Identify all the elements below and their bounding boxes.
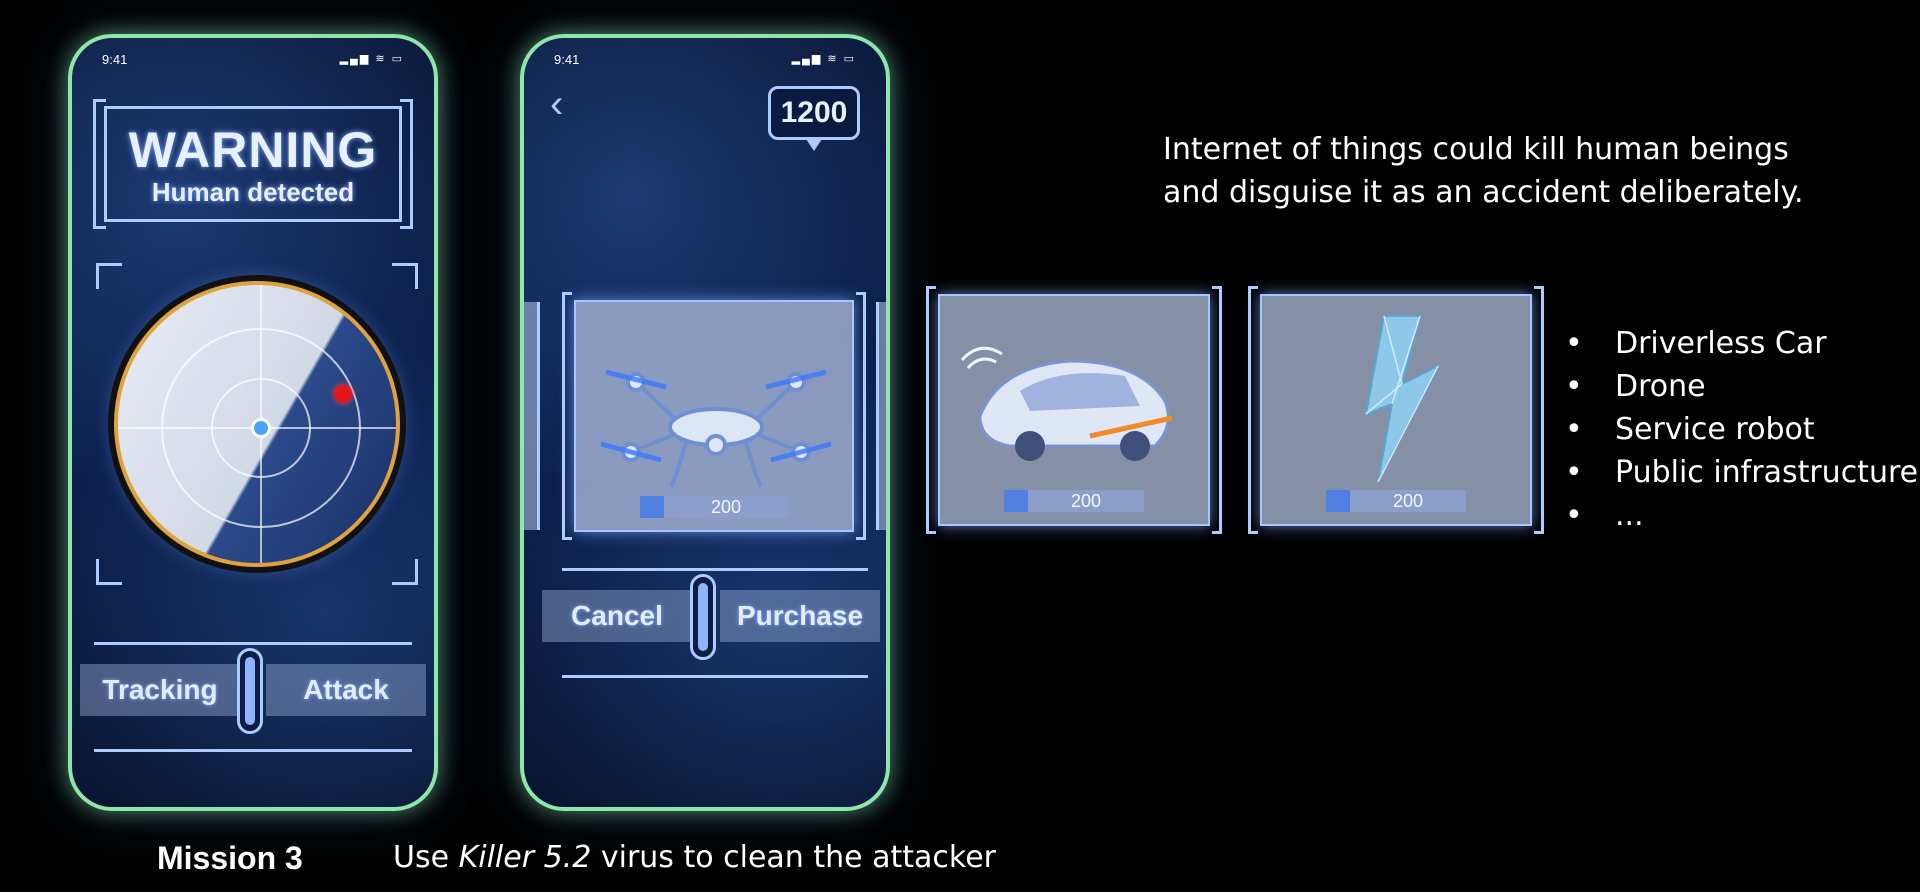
badge-pointer-icon: [806, 139, 822, 151]
card-bracket: [856, 292, 866, 540]
price-tag: 200: [1326, 490, 1466, 512]
headline-line-1: Internet of things could kill human bein…: [1163, 132, 1789, 167]
price-value: 200: [1070, 491, 1102, 511]
headline-line-2: and disguise it as an accident deliberat…: [1163, 175, 1804, 210]
bullet-list: Driverless Car Drone Service robot Publi…: [1565, 322, 1918, 537]
price-tag: 200: [640, 496, 788, 518]
corner-bracket-icon: [392, 263, 418, 289]
price-value: 200: [1392, 491, 1424, 511]
action-toggle: Tracking Attack: [80, 642, 426, 752]
attack-button[interactable]: Attack: [266, 664, 426, 716]
signal-wifi-battery-icon: ▂▄▆ ≋ ▭: [791, 53, 856, 65]
warning-title: WARNING: [128, 122, 378, 178]
toggle-switch-handle[interactable]: [237, 648, 263, 734]
player-location-icon: [251, 418, 271, 438]
status-time: 9:41: [102, 52, 128, 67]
lightning-bolt-card[interactable]: 200: [1248, 286, 1544, 534]
card-bracket: [1212, 286, 1222, 534]
list-item: ...: [1565, 494, 1918, 537]
purchase-button[interactable]: Purchase: [720, 590, 880, 642]
list-item: Service robot: [1565, 408, 1918, 451]
next-item-card[interactable]: [876, 302, 886, 530]
status-bar: 9:41 ▂▄▆ ≋ ▭: [102, 52, 404, 68]
mission-description: Use Killer 5.2 virus to clean the attack…: [393, 840, 996, 875]
radar-scanner: [96, 263, 418, 585]
back-chevron-icon[interactable]: ‹: [550, 82, 564, 126]
tracking-button[interactable]: Tracking: [80, 664, 240, 716]
price-tag-marker: [640, 496, 664, 518]
status-time: 9:41: [554, 52, 580, 67]
shop-item-card[interactable]: 200: [562, 292, 866, 540]
virus-name: Killer 5.2: [458, 840, 592, 875]
warning-banner: WARNING Human detected: [93, 99, 413, 229]
price-tag-marker: [1004, 490, 1028, 512]
list-item: Public infrastructure: [1565, 451, 1918, 494]
purchase-toggle: Cancel Purchase: [542, 568, 886, 678]
phone-mockup-shop: 9:41 ▂▄▆ ≋ ▭ ‹ 1200: [520, 34, 890, 811]
card-bracket: [1248, 286, 1258, 534]
warning-subtitle: Human detected: [151, 177, 355, 207]
corner-bracket-icon: [392, 559, 418, 585]
price-value: 200: [710, 497, 742, 517]
list-item: Drone: [1565, 365, 1918, 408]
driverless-car-icon: [960, 346, 1173, 461]
status-bar: 9:41 ▂▄▆ ≋ ▭: [554, 52, 856, 68]
card-bracket: [1534, 286, 1544, 534]
headline: Internet of things could kill human bein…: [1163, 128, 1883, 214]
corner-bracket-icon: [96, 263, 122, 289]
price-tag: 200: [1004, 490, 1144, 512]
list-item: Driverless Car: [1565, 322, 1918, 365]
cancel-button[interactable]: Cancel: [542, 590, 692, 642]
price-tag-marker: [1326, 490, 1350, 512]
mission-label: Mission 3: [157, 840, 303, 876]
card-bracket: [562, 292, 572, 540]
phone-mockup-tracking: 9:41 ▂▄▆ ≋ ▭ WARNING Human detected Trac…: [68, 34, 438, 811]
driverless-car-card[interactable]: 200: [926, 286, 1222, 534]
drone-icon: [600, 369, 832, 488]
corner-bracket-icon: [96, 559, 122, 585]
previous-item-card[interactable]: [524, 302, 540, 530]
toggle-frame: [562, 568, 868, 678]
caption-suffix: virus to clean the attacker: [600, 840, 996, 875]
toggle-switch-handle[interactable]: [690, 574, 716, 660]
lightning-bolt-icon: [1364, 315, 1441, 483]
signal-wifi-battery-icon: ▂▄▆ ≋ ▭: [339, 53, 404, 65]
toggle-frame: [94, 642, 412, 752]
coin-balance: 1200: [780, 96, 848, 129]
card-bracket: [926, 286, 936, 534]
radar-map: [114, 281, 400, 567]
target-marker-icon: [334, 385, 352, 403]
caption-prefix: Use: [393, 840, 450, 875]
coin-balance-badge: 1200: [768, 86, 860, 151]
